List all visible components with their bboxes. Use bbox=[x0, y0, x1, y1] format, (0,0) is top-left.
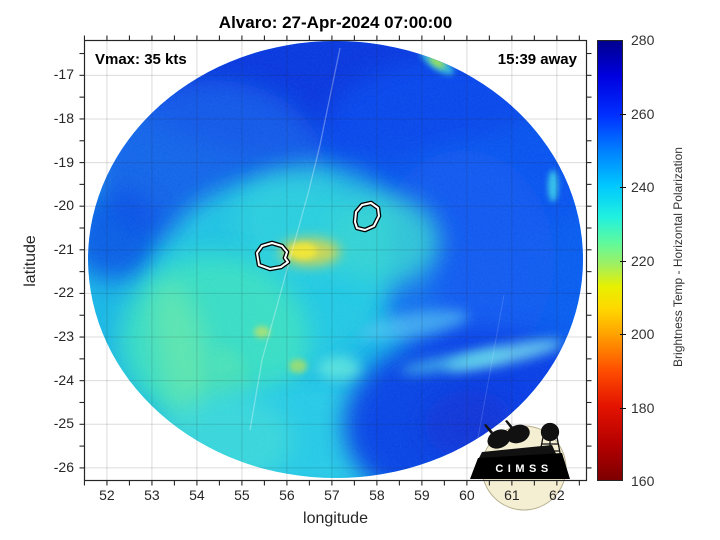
x-tick-label: 52 bbox=[99, 487, 115, 503]
colorbar-tick-mark bbox=[620, 407, 626, 409]
logo-banner bbox=[470, 453, 570, 479]
obs-time-annotation: 15:39 away bbox=[497, 51, 577, 68]
logo-text: CIMSS bbox=[495, 463, 552, 475]
x-tick-label: 53 bbox=[144, 487, 160, 503]
y-tick-label: -26 bbox=[53, 458, 74, 475]
map-canvas: CIMSS bbox=[79, 35, 592, 511]
colorbar-tick-mark bbox=[620, 187, 626, 188]
center-fix-contours bbox=[254, 200, 382, 272]
plot-area: CIMSS bbox=[79, 35, 592, 511]
y-tick-label: -23 bbox=[53, 328, 74, 345]
colorbar-tick-label: 180 bbox=[631, 399, 655, 416]
y-tick-label: -24 bbox=[53, 371, 74, 388]
x-tick-label: 54 bbox=[189, 487, 205, 503]
y-tick-label: -21 bbox=[53, 240, 74, 257]
colorbar-tick-label: 200 bbox=[631, 326, 655, 342]
axis-ticks bbox=[79, 35, 592, 486]
colorbar-label: Brightness Temp - Horizontal Polarizatio… bbox=[671, 147, 685, 367]
y-tick-label: -20 bbox=[53, 197, 74, 214]
x-tick-label: 62 bbox=[549, 487, 565, 503]
y-tick-label: -22 bbox=[53, 284, 74, 301]
x-tick-label: 55 bbox=[234, 487, 250, 503]
x-axis-label: longitude bbox=[303, 510, 368, 527]
colorbar-tick-label: 280 bbox=[631, 32, 655, 48]
grid-lines bbox=[84, 40, 587, 481]
plot-title: Alvaro: 27-Apr-2024 07:00:00 bbox=[218, 13, 453, 32]
colorbar bbox=[597, 40, 623, 481]
x-tick-label: 57 bbox=[324, 487, 340, 503]
y-tick-label: -19 bbox=[53, 153, 74, 170]
vmax-annotation: Vmax: 35 kts bbox=[95, 51, 187, 68]
y-tick-label: -25 bbox=[53, 415, 74, 432]
colorbar-tick-label: 160 bbox=[631, 473, 655, 489]
colorbar-tick-mark bbox=[620, 260, 626, 262]
colorbar-tick-label: 240 bbox=[631, 179, 655, 195]
x-tick-label: 59 bbox=[414, 487, 430, 503]
colorbar-tick-label: 220 bbox=[631, 252, 655, 269]
axes-box bbox=[83, 39, 588, 482]
colorbar-tick-mark bbox=[620, 113, 626, 115]
x-tick-label: 61 bbox=[504, 487, 520, 503]
x-tick-label: 58 bbox=[369, 487, 385, 503]
x-tick-label: 56 bbox=[279, 487, 295, 503]
colorbar-tick-label: 260 bbox=[631, 105, 655, 122]
y-tick-label: -18 bbox=[53, 109, 74, 126]
colorbar-tick-mark bbox=[620, 334, 626, 335]
cimss-logo: CIMSS bbox=[470, 420, 570, 511]
x-tick-label: 60 bbox=[459, 487, 475, 503]
y-tick-label: -17 bbox=[53, 66, 74, 83]
